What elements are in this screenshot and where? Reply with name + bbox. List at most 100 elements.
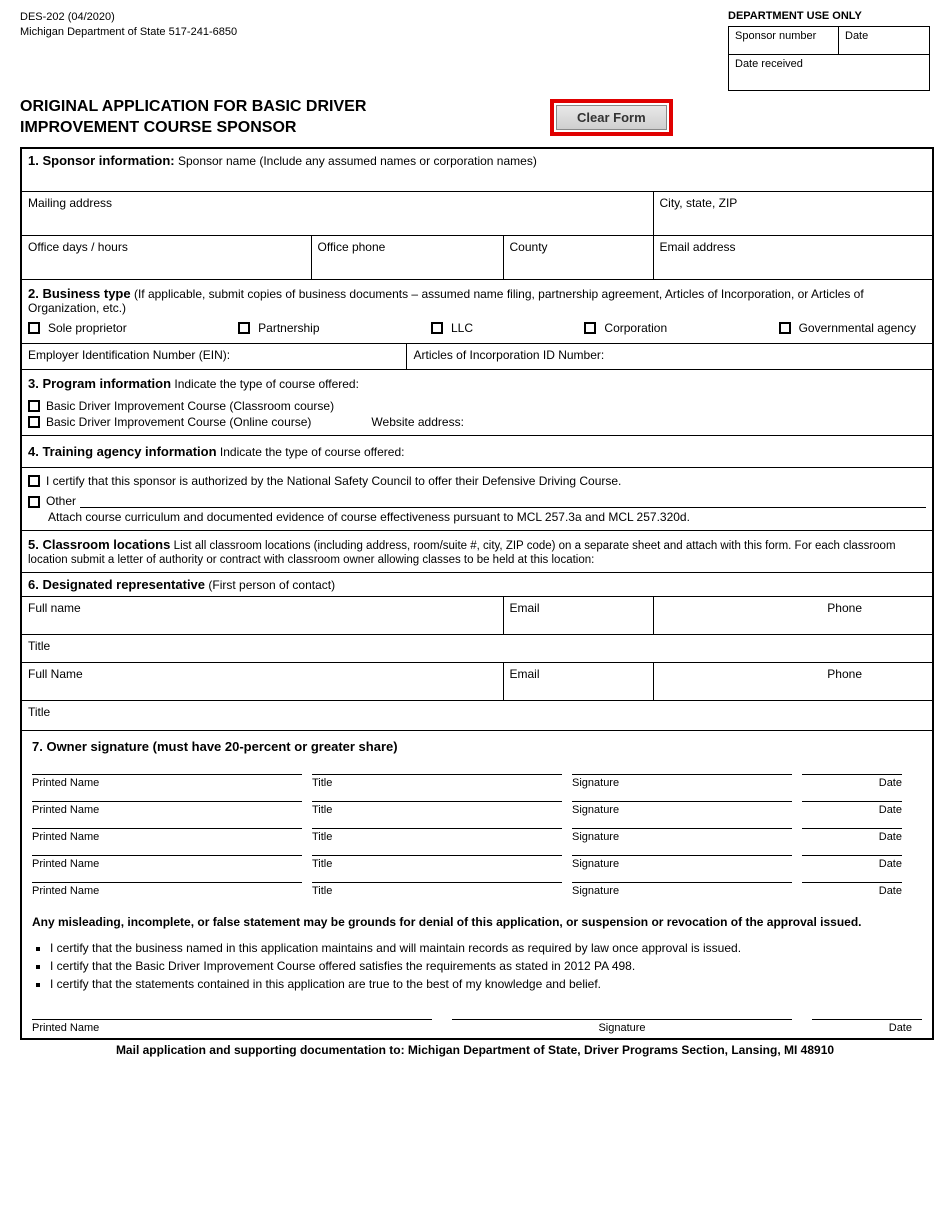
signature-row: Printed Name Title Signature Date <box>32 855 922 882</box>
header: DES-202 (04/2020) Michigan Department of… <box>20 10 930 91</box>
checkbox-icon[interactable] <box>28 416 40 428</box>
sig-date[interactable]: Date <box>802 801 902 828</box>
sig-signature[interactable]: Signature <box>572 855 792 882</box>
dept-use-box: DEPARTMENT USE ONLY Sponsor number Date … <box>728 10 930 91</box>
checkbox-icon[interactable] <box>28 400 40 412</box>
s4-cert-nsc[interactable]: I certify that this sponsor is authorize… <box>28 474 926 488</box>
s5-heading: 5. Classroom locations <box>28 537 170 552</box>
sig-title[interactable]: Title <box>312 882 562 909</box>
mail-instructions: Mail application and supporting document… <box>20 1043 930 1057</box>
s7-cert-1: I certify that the business named in thi… <box>50 941 922 955</box>
s2-ein[interactable]: Employer Identification Number (EIN): <box>21 344 407 370</box>
s6-heading: 6. Designated representative <box>28 577 205 592</box>
s2-cell: 2. Business type (If applicable, submit … <box>21 280 933 344</box>
s7-cell: 7. Owner signature (must have 20-percent… <box>21 731 933 1040</box>
signature-row: Printed Name Title Signature Date <box>32 882 922 909</box>
s3-cell: 3. Program information Indicate the type… <box>21 370 933 436</box>
s6-email-1[interactable]: Email <box>503 597 653 635</box>
s4-heading: 4. Training agency information <box>28 444 217 459</box>
s6-phone-1[interactable]: Phone <box>653 597 933 635</box>
s1-mailing[interactable]: Mailing address <box>21 192 653 236</box>
s4-heading-cell: 4. Training agency information Indicate … <box>21 436 933 468</box>
s1-county[interactable]: County <box>503 236 653 280</box>
sig-signature[interactable]: Signature <box>572 801 792 828</box>
sig-signature[interactable]: Signature <box>572 828 792 855</box>
sig-date[interactable]: Date <box>802 855 902 882</box>
footer-printed[interactable]: Printed Name <box>32 1019 432 1034</box>
s7-warning: Any misleading, incomplete, or false sta… <box>32 915 922 929</box>
sig-printed[interactable]: Printed Name <box>32 828 302 855</box>
s4-attach: Attach course curriculum and documented … <box>48 510 926 524</box>
s6-phone-2[interactable]: Phone <box>653 663 933 701</box>
checkbox-icon[interactable] <box>584 322 596 334</box>
checkbox-icon[interactable] <box>28 496 40 508</box>
s6-title-1[interactable]: Title <box>21 635 933 663</box>
clear-form-wrap: Clear Form <box>550 99 673 136</box>
s1-phone[interactable]: Office phone <box>311 236 503 280</box>
s1-csz[interactable]: City, state, ZIP <box>653 192 933 236</box>
agency-line: Michigan Department of State 517-241-685… <box>20 25 237 40</box>
s2-opt-gov[interactable]: Governmental agency <box>779 321 916 335</box>
s2-opt-sole[interactable]: Sole proprietor <box>28 321 127 335</box>
s2-opt-llc[interactable]: LLC <box>431 321 473 335</box>
dept-date-received: Date received <box>729 55 929 90</box>
s6-name-2[interactable]: Full Name <box>21 663 503 701</box>
sig-title[interactable]: Title <box>312 855 562 882</box>
s7-cert-list: I certify that the business named in thi… <box>32 935 922 991</box>
sig-printed[interactable]: Printed Name <box>32 774 302 801</box>
s3-opt-online[interactable]: Basic Driver Improvement Course (Online … <box>28 415 311 429</box>
sig-signature[interactable]: Signature <box>572 882 792 909</box>
s1-hours[interactable]: Office days / hours <box>21 236 311 280</box>
s3-opt-classroom[interactable]: Basic Driver Improvement Course (Classro… <box>28 399 926 413</box>
header-meta: DES-202 (04/2020) Michigan Department of… <box>20 10 237 41</box>
sig-date[interactable]: Date <box>802 882 902 909</box>
s7-heading: 7. Owner signature (must have 20-percent… <box>32 739 922 754</box>
s6-title-2[interactable]: Title <box>21 701 933 731</box>
sig-date[interactable]: Date <box>802 774 902 801</box>
sig-signature[interactable]: Signature <box>572 774 792 801</box>
s3-heading: 3. Program information <box>28 376 171 391</box>
form-table: 1. Sponsor information: Sponsor name (In… <box>20 147 934 1041</box>
s6-heading-cell: 6. Designated representative (First pers… <box>21 573 933 597</box>
s6-email-2[interactable]: Email <box>503 663 653 701</box>
s4-body: I certify that this sponsor is authorize… <box>21 468 933 531</box>
checkbox-icon[interactable] <box>28 475 40 487</box>
checkbox-icon[interactable] <box>431 322 443 334</box>
sig-title[interactable]: Title <box>312 774 562 801</box>
s1-heading-cell: 1. Sponsor information: Sponsor name (In… <box>21 148 933 192</box>
s4-sub: Indicate the type of course offered: <box>220 445 405 459</box>
checkbox-icon[interactable] <box>779 322 791 334</box>
s1-heading: 1. Sponsor information: <box>28 153 175 168</box>
sig-title[interactable]: Title <box>312 828 562 855</box>
s5-cell: 5. Classroom locations List all classroo… <box>21 531 933 573</box>
clear-form-button[interactable]: Clear Form <box>556 105 667 130</box>
dept-sponsor-number: Sponsor number <box>729 27 839 55</box>
title-row: ORIGINAL APPLICATION FOR BASIC DRIVER IM… <box>20 97 930 139</box>
s7-cert-3: I certify that the statements contained … <box>50 977 922 991</box>
checkbox-icon[interactable] <box>238 322 250 334</box>
footer-signature[interactable]: Signature <box>452 1019 792 1034</box>
s7-cert-2: I certify that the Basic Driver Improvem… <box>50 959 922 973</box>
s4-other-row[interactable]: Other <box>28 494 926 508</box>
signature-row: Printed Name Title Signature Date <box>32 774 922 801</box>
dept-use-heading: DEPARTMENT USE ONLY <box>728 10 930 22</box>
checkbox-icon[interactable] <box>28 322 40 334</box>
s2-articles[interactable]: Articles of Incorporation ID Number: <box>407 344 933 370</box>
s4-other-line[interactable] <box>80 494 926 508</box>
footer-signature-row: Printed Name Signature Date <box>32 1019 922 1034</box>
sig-title[interactable]: Title <box>312 801 562 828</box>
s6-name-1[interactable]: Full name <box>21 597 503 635</box>
signature-row: Printed Name Title Signature Date <box>32 801 922 828</box>
sig-printed[interactable]: Printed Name <box>32 882 302 909</box>
s2-sub: (If applicable, submit copies of busines… <box>28 287 864 315</box>
s2-opt-corp[interactable]: Corporation <box>584 321 667 335</box>
form-code: DES-202 (04/2020) <box>20 10 237 25</box>
s1-email[interactable]: Email address <box>653 236 933 280</box>
footer-date[interactable]: Date <box>812 1019 922 1034</box>
s6-sub: (First person of contact) <box>208 578 335 592</box>
sig-date[interactable]: Date <box>802 828 902 855</box>
s1-sub: Sponsor name (Include any assumed names … <box>178 154 537 168</box>
sig-printed[interactable]: Printed Name <box>32 801 302 828</box>
sig-printed[interactable]: Printed Name <box>32 855 302 882</box>
s2-opt-partnership[interactable]: Partnership <box>238 321 319 335</box>
